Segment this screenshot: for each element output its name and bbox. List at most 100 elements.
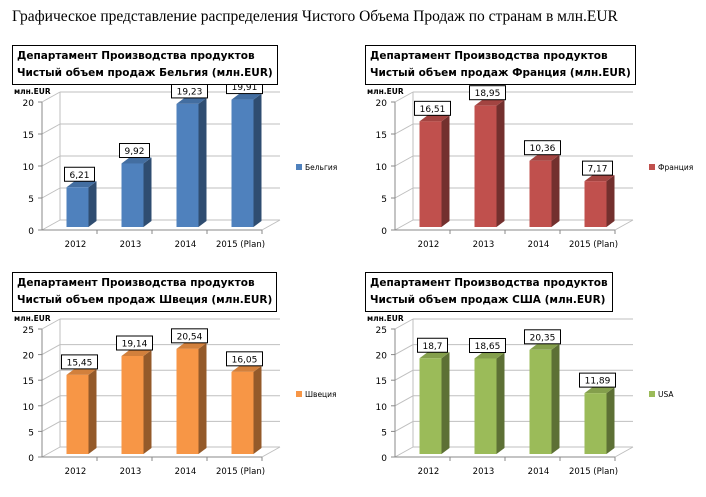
y-tick-label: 10 — [23, 163, 35, 173]
y-axis-label: млн.EUR — [14, 314, 51, 323]
x-tick-label: 2014 — [175, 467, 197, 477]
bar — [419, 121, 442, 227]
chart-title-line1: Департамент Производства продуктов — [370, 50, 608, 62]
gridline-side — [394, 187, 414, 199]
bar-top — [66, 368, 97, 375]
gridline-side — [41, 91, 61, 103]
bar — [231, 371, 254, 454]
bar — [176, 103, 199, 227]
data-label-box — [582, 160, 613, 176]
gridline-side — [394, 420, 414, 432]
x-tick-label: 2012 — [418, 240, 440, 250]
chart-title-box: Департамент Производства продуктов Чисты… — [12, 45, 278, 85]
bar-top — [231, 365, 262, 372]
bar-top — [474, 352, 505, 359]
y-tick-label: 5 — [28, 195, 34, 205]
y-tick-label: 0 — [28, 454, 34, 464]
x-tick-label: 2012 — [418, 467, 440, 477]
legend-swatch — [296, 391, 302, 397]
floor-edge — [614, 219, 634, 231]
data-label: 16,51 — [420, 105, 446, 115]
y-tick-label: 10 — [23, 403, 35, 413]
gridline-side — [41, 395, 61, 407]
bar-top — [121, 157, 152, 164]
chart-svg: 0 5 10 15 20 25 млн.EUR 2012 15,45 2013 19,14 2014 2… — [14, 314, 337, 477]
bar-top — [529, 343, 560, 350]
y-axis-label: млн.EUR — [14, 87, 51, 96]
y-tick-label: 5 — [381, 428, 387, 438]
bar-side — [551, 343, 560, 454]
gridline-side — [394, 344, 414, 356]
gridline-side — [394, 395, 414, 407]
y-axis-label: млн.EUR — [367, 314, 404, 323]
chart-sweden: 0 5 10 15 20 25 млн.EUR 2012 15,45 2013 19,14 2014 2… — [0, 267, 353, 497]
chart-title-box: Департамент Производства продуктов Чисты… — [12, 272, 278, 312]
bar — [231, 99, 254, 227]
gridline-side — [394, 369, 414, 381]
y-tick-label: 20 — [376, 99, 388, 109]
chart-svg: 0 5 10 15 20 25 млн.EUR 2012 18,7 2013 18,65 2014 20… — [367, 314, 674, 477]
data-label-box — [119, 143, 150, 159]
y-tick-label: 5 — [28, 428, 34, 438]
legend-swatch — [649, 391, 655, 397]
bar-side — [143, 157, 152, 227]
data-label: 18,65 — [475, 342, 501, 352]
chart-title-box: Департамент Производства продуктов Чисты… — [365, 272, 613, 312]
y-tick-label: 15 — [23, 377, 34, 387]
chart-title-line2: Чистый объем продаж Бельгия (млн.EUR) — [17, 67, 273, 79]
gridline-side — [394, 446, 414, 458]
bar-top — [529, 154, 560, 161]
y-tick-label: 25 — [23, 326, 34, 336]
legend-label: Франция — [658, 163, 693, 172]
bar-side — [253, 93, 262, 227]
data-label: 20,35 — [530, 333, 556, 343]
data-label: 11,89 — [585, 377, 611, 387]
bar-side — [143, 350, 152, 454]
chart-svg: 0 5 10 15 20 млн.EUR 2012 16,51 2013 18,95 2014 10,… — [367, 85, 693, 250]
x-tick-label: 2014 — [175, 240, 197, 250]
bar — [584, 393, 607, 454]
gridline-side — [41, 123, 61, 135]
y-tick-label: 25 — [376, 326, 387, 336]
data-label-box — [226, 351, 263, 367]
data-label-box — [64, 166, 95, 182]
gridline-side — [41, 219, 61, 231]
data-label-box — [469, 85, 506, 101]
data-label-box — [414, 100, 451, 116]
bar-side — [198, 97, 207, 227]
data-label: 19,91 — [232, 83, 258, 93]
chart-title-line1: Департамент Производства продуктов — [17, 277, 255, 289]
x-tick-label: 2013 — [473, 467, 495, 477]
bar-top — [66, 181, 97, 188]
gridline-side — [394, 155, 414, 167]
data-label: 18,7 — [422, 342, 442, 352]
bar — [121, 356, 144, 454]
data-label: 20,54 — [177, 332, 203, 342]
gridline-side — [41, 369, 61, 381]
chart-title-box: Департамент Производства продуктов Чисты… — [365, 45, 636, 85]
gridline-side — [41, 318, 61, 330]
legend-swatch — [649, 164, 655, 170]
chart-svg: 0 5 10 15 20 млн.EUR 2012 6,21 2013 9,92 2014 19,23… — [14, 79, 337, 250]
chart-usa: 0 5 10 15 20 25 млн.EUR 2012 18,7 2013 18,65 2014 20… — [353, 267, 706, 497]
bar-top — [176, 342, 207, 349]
y-tick-label: 20 — [376, 352, 388, 362]
legend-label: Бельгия — [305, 163, 337, 172]
y-tick-label: 15 — [376, 377, 387, 387]
legend-label: USA — [658, 390, 674, 399]
data-label-box — [61, 354, 98, 370]
data-label-box — [524, 329, 561, 345]
bar-top — [121, 350, 152, 357]
data-label: 6,21 — [69, 171, 89, 181]
y-tick-label: 0 — [28, 227, 34, 237]
y-tick-label: 5 — [381, 195, 387, 205]
bar — [121, 163, 144, 227]
y-tick-label: 0 — [381, 227, 387, 237]
data-label: 10,36 — [530, 144, 556, 154]
bar-top — [584, 387, 615, 394]
data-label-box — [579, 372, 616, 388]
x-tick-label: 2014 — [528, 240, 550, 250]
bar — [176, 348, 199, 454]
bar-side — [88, 368, 97, 454]
y-tick-label: 0 — [381, 454, 387, 464]
